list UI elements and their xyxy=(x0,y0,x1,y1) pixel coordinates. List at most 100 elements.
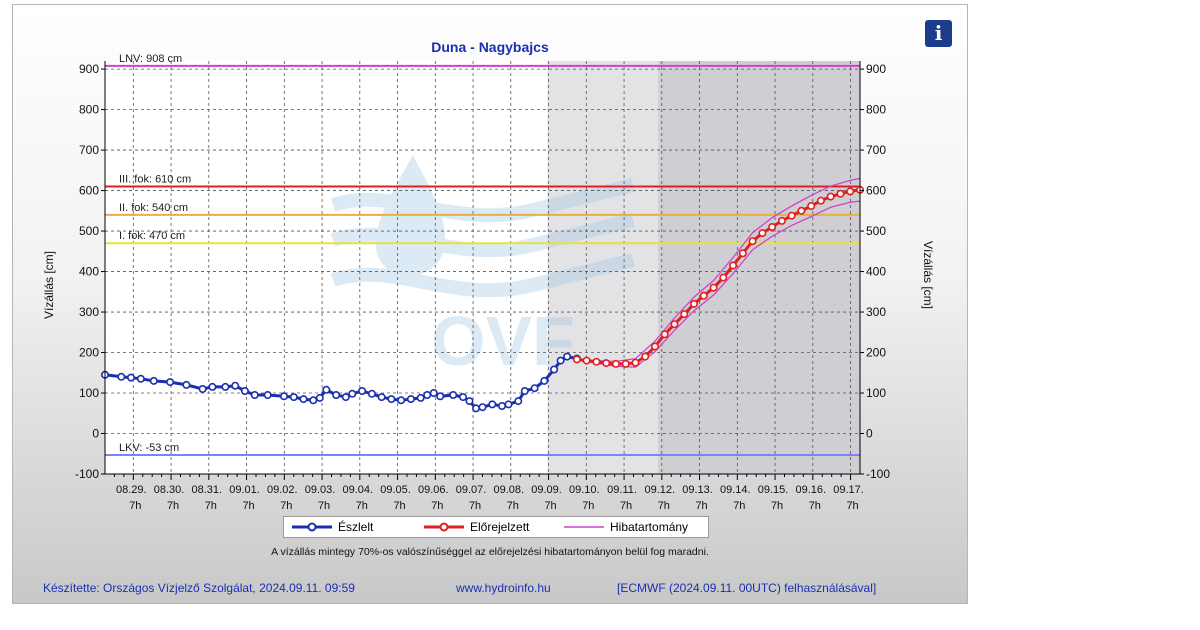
x-tick-label-hour: 7h xyxy=(469,500,481,512)
data-point-observed xyxy=(367,389,376,398)
data-point-observed xyxy=(471,404,480,413)
data-point-forecast xyxy=(689,299,698,308)
legend-item-forecast: Előrejelzett xyxy=(424,519,529,535)
data-point-observed xyxy=(488,400,497,409)
x-tick-label-date: 09.12. xyxy=(645,484,676,496)
data-point-observed xyxy=(514,397,523,406)
data-point-observed xyxy=(520,386,529,395)
y-tick-label-right: 700 xyxy=(866,143,886,157)
data-point-observed xyxy=(563,352,572,361)
footer-model: [ECMWF (2024.09.11. 00UTC) felhasználásá… xyxy=(617,581,877,595)
x-tick-label-date: 09.04. xyxy=(343,484,374,496)
data-point-observed xyxy=(182,380,191,389)
data-point-observed xyxy=(279,392,288,401)
x-tick-label-hour: 7h xyxy=(733,500,745,512)
y-tick-label-left: 200 xyxy=(79,346,99,360)
threshold-lines: LNV: 908 cm III. fok: 610 cm II. fok: 540 … xyxy=(105,53,860,456)
y-tick-label-left: -100 xyxy=(75,467,99,481)
y-tick-label-right: 200 xyxy=(866,346,886,360)
data-point-observed xyxy=(341,393,350,402)
data-point-observed xyxy=(136,374,145,383)
data-point-observed xyxy=(322,385,331,394)
y-axis-label-right: Vízállás [cm] xyxy=(921,241,935,309)
data-point-forecast xyxy=(846,187,855,196)
data-point-observed xyxy=(332,390,341,399)
x-tick-label-date: 09.03. xyxy=(305,484,336,496)
legend-item-observed: Észlelt xyxy=(292,519,373,535)
x-tick-label-date: 09.15. xyxy=(758,484,789,496)
x-tick-label-hour: 7h xyxy=(129,500,141,512)
forecast-shade-dark xyxy=(658,61,860,474)
x-tick-label-hour: 7h xyxy=(356,500,368,512)
threshold-label: III. fok: 610 cm xyxy=(119,174,191,186)
footer-url-link[interactable]: www.hydroinfo.hu xyxy=(456,581,551,595)
data-point-observed xyxy=(117,372,126,381)
data-point-forecast xyxy=(582,356,591,365)
y-tick-label-right: -100 xyxy=(866,467,890,481)
data-point-observed xyxy=(358,386,367,395)
y-tick-label-left: 0 xyxy=(92,427,99,441)
y-tick-label-right: 0 xyxy=(866,427,873,441)
x-tick-label-hour: 7h xyxy=(507,500,519,512)
data-point-observed xyxy=(478,403,487,412)
x-tick-label-hour: 7h xyxy=(846,500,858,512)
y-tick-label-right: 100 xyxy=(866,386,886,400)
data-point-forecast xyxy=(602,359,611,368)
data-point-observed xyxy=(556,356,565,365)
data-point-forecast xyxy=(650,342,659,351)
y-tick-label-right: 400 xyxy=(866,265,886,279)
x-tick-label-date: 08.31. xyxy=(192,484,223,496)
watermark-text: OVF xyxy=(431,302,575,380)
data-point-forecast xyxy=(836,189,845,198)
data-point-forecast xyxy=(592,357,601,366)
data-point-forecast xyxy=(680,310,689,319)
data-point-observed xyxy=(348,389,357,398)
info-icon[interactable]: i xyxy=(925,20,952,47)
threshold-label: LNV: 908 cm xyxy=(119,53,182,65)
x-tick-label-hour: 7h xyxy=(431,500,443,512)
x-tick-label-date: 09.16. xyxy=(796,484,827,496)
x-tick-label-hour: 7h xyxy=(620,500,632,512)
x-tick-label-date: 09.14. xyxy=(720,484,751,496)
data-point-observed xyxy=(198,384,207,393)
data-point-observed xyxy=(550,365,559,374)
threshold-label: II. fok: 540 cm xyxy=(119,202,188,214)
data-point-observed xyxy=(240,386,249,395)
legend-label-observed: Észlelt xyxy=(338,520,374,534)
x-tick-label-date: 09.07. xyxy=(456,484,487,496)
x-tick-label-hour: 7h xyxy=(393,500,405,512)
threshold-label: I. fok: 470 cm xyxy=(119,230,185,242)
x-tick-label-hour: 7h xyxy=(582,500,594,512)
y-tick-label-right: 300 xyxy=(866,305,886,319)
y-tick-label-left: 600 xyxy=(79,184,99,198)
y-tick-label-right: 600 xyxy=(866,184,886,198)
data-point-forecast xyxy=(719,273,728,282)
chart-svg: OVF LNV: 908 cm III. fok: 610 cm II. fok: … xyxy=(42,53,935,512)
data-point-observed xyxy=(231,381,240,390)
data-point-observed xyxy=(263,390,272,399)
data-point-forecast xyxy=(611,359,620,368)
x-tick-label-hour: 7h xyxy=(205,500,217,512)
legend-label-error-band: Hibatartomány xyxy=(610,520,689,534)
x-tick-label-date: 09.11. xyxy=(607,484,637,496)
data-point-forecast xyxy=(709,283,718,292)
y-tick-label-right: 800 xyxy=(866,103,886,117)
data-point-observed xyxy=(309,396,318,405)
data-point-observed xyxy=(221,382,230,391)
data-point-forecast xyxy=(699,291,708,300)
legend-item-error-band: Hibatartomány xyxy=(564,519,688,535)
data-point-observed xyxy=(289,393,298,402)
x-tick-label-hour: 7h xyxy=(242,500,254,512)
data-point-observed xyxy=(497,401,506,410)
data-point-observed xyxy=(436,392,445,401)
series xyxy=(101,185,864,413)
data-point-forecast xyxy=(729,261,738,270)
data-point-forecast xyxy=(768,223,777,232)
x-tick-label-date: 09.10. xyxy=(569,484,600,496)
data-point-observed xyxy=(406,395,415,404)
data-point-forecast xyxy=(738,249,747,258)
x-tick-label-date: 09.13. xyxy=(682,484,713,496)
probability-note: A vízállás mintegy 70%-os valószínűségge… xyxy=(271,546,709,558)
x-tick-label-hour: 7h xyxy=(658,500,670,512)
chart-title: Duna - Nagybajcs xyxy=(431,39,549,55)
